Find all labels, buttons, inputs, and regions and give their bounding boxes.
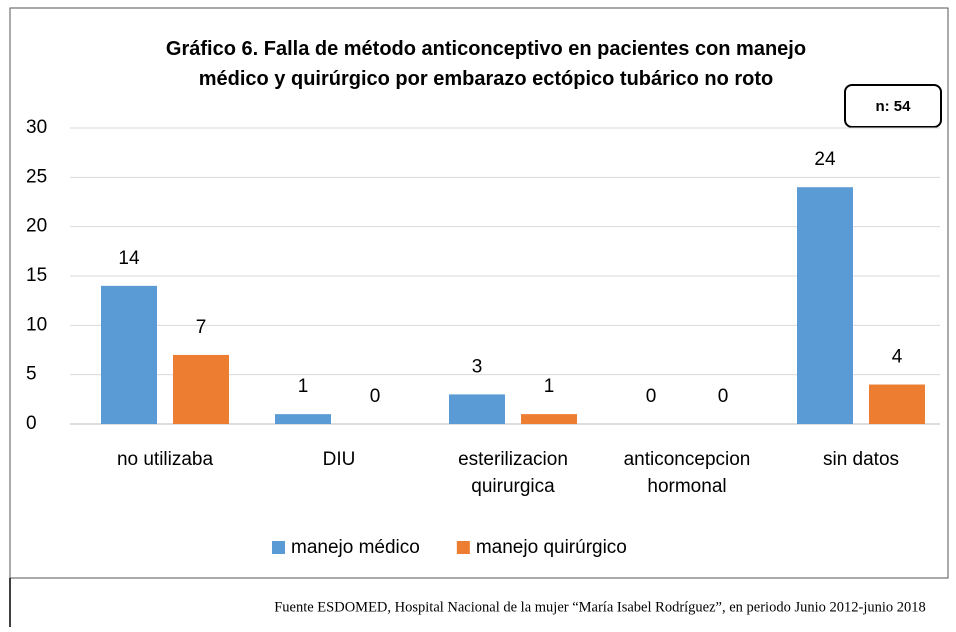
bar xyxy=(173,354,229,424)
legend-label: manejo médico xyxy=(291,537,420,558)
data-label: 14 xyxy=(118,248,140,269)
data-label: 0 xyxy=(646,386,657,407)
data-label: 7 xyxy=(196,317,207,338)
y-tick-label: 10 xyxy=(26,314,47,335)
bar xyxy=(275,414,331,424)
bar xyxy=(521,414,577,424)
data-label: 3 xyxy=(472,356,483,377)
data-label: 0 xyxy=(718,386,729,407)
chart-title: Gráfico 6. Falla de método anticonceptiv… xyxy=(166,38,806,90)
y-tick-label: 20 xyxy=(26,216,47,237)
legend-label: manejo quirúrgico xyxy=(476,537,627,558)
data-label: 1 xyxy=(298,376,309,397)
x-tick-label: anticoncepcion hormonal xyxy=(623,449,751,497)
n-annotation: n: 54 xyxy=(875,98,911,115)
x-tick-label: sin datos xyxy=(822,449,900,470)
x-tick-label: no utilizaba xyxy=(116,449,214,470)
legend-swatch xyxy=(456,541,470,554)
legend-swatch xyxy=(272,541,285,554)
y-tick-label: 0 xyxy=(26,413,37,434)
x-tick-label: esterilizacion quirurgica xyxy=(458,449,568,497)
y-tick-label: 5 xyxy=(26,364,37,385)
bar xyxy=(449,394,505,424)
data-label: 1 xyxy=(544,376,555,397)
data-label: 4 xyxy=(892,347,903,368)
bar xyxy=(101,285,157,424)
y-tick-label: 30 xyxy=(26,117,47,138)
source-note: Fuente ESDOMED, Hospital Nacional de la … xyxy=(274,599,926,615)
bar xyxy=(797,187,853,424)
bar xyxy=(869,384,925,424)
y-tick-label: 25 xyxy=(26,166,47,187)
y-tick-label: 15 xyxy=(26,265,47,286)
data-label: 0 xyxy=(370,386,381,407)
chart-frame xyxy=(9,7,949,579)
n-box xyxy=(844,84,942,128)
x-tick-label: DIU xyxy=(322,449,356,470)
data-label: 24 xyxy=(814,149,836,170)
